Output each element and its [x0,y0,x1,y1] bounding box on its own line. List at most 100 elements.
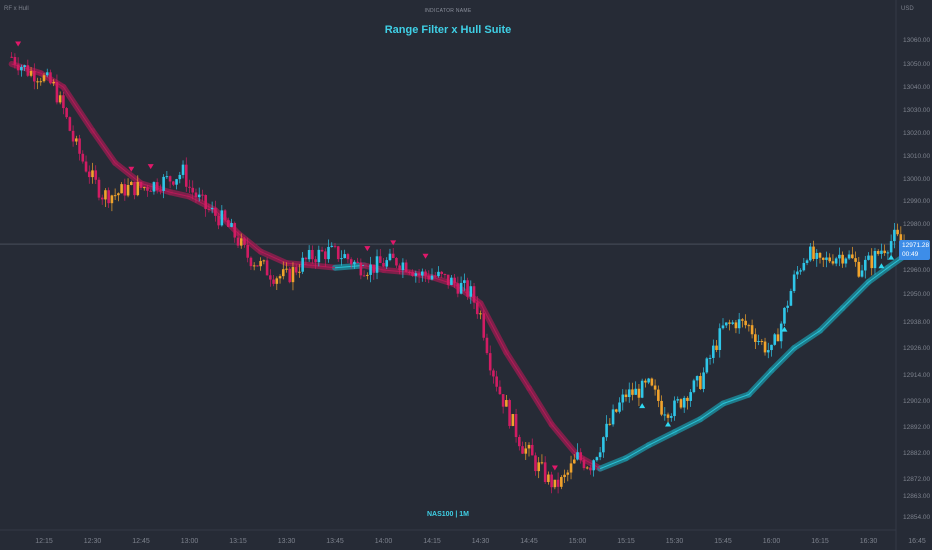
last-price-value: 12971.28 [902,242,930,249]
candle-body [227,220,230,227]
x-tick-label: 16:15 [811,538,829,545]
candle-body [605,423,608,438]
candle-body [796,271,799,275]
y-tick-label: 12902.00 [903,398,930,405]
candle-body [294,267,298,273]
x-tick-label: 12:30 [84,538,102,545]
candle-body [130,181,133,185]
range-filter-line [114,162,142,184]
candle-body [142,187,146,189]
candle-body [818,252,822,258]
candle-body [524,448,528,454]
indicator-caption: INDICATOR NAME [424,8,472,14]
candle-body [52,81,55,84]
x-tick-label: 15:45 [714,538,732,545]
candle-body [320,249,324,252]
range-filter-line [842,281,869,309]
candle-body [802,262,806,271]
sell-signal-marker [422,253,429,259]
x-tick-label: 14:45 [520,538,538,545]
candle-body [275,278,279,284]
candle-body [107,190,110,204]
sell-signal-marker [15,41,22,47]
candle-body [262,260,266,262]
range-filter-line [599,457,627,470]
candle-body [712,345,715,358]
candle-body [217,215,220,226]
candle-body [324,251,327,260]
candle-body [288,268,292,283]
candle-body [650,378,654,386]
candle-body [825,257,828,260]
candle-body [618,402,621,412]
candle-body [863,259,867,271]
candle-body [126,184,130,196]
candle-body [55,81,59,103]
candle-body [456,283,460,294]
candle-body [252,265,256,267]
y-tick-label: 12980.00 [903,221,930,228]
candle-body [16,64,20,71]
candle-body [317,249,321,263]
candle-body [307,250,311,260]
range-filter-line [383,269,410,273]
candle-body [569,463,573,473]
candle-body [210,207,214,210]
candle-body [886,252,890,254]
candle-body [81,153,85,162]
candle-body [26,65,30,76]
candle-body [430,275,434,280]
candle-body [669,416,673,418]
candle-body [828,257,831,262]
y-tick-label: 13040.00 [903,84,930,91]
candle-body [359,262,363,276]
candle-body [860,270,864,277]
candle-body [65,108,68,118]
candle-body [553,479,557,488]
candle-body [155,182,159,191]
candle-body [466,280,469,297]
x-tick-label: 14:15 [423,538,441,545]
candle-body [440,271,443,275]
candle-body [576,452,579,460]
candle-body [812,246,815,259]
candle-body [459,282,463,294]
candle-body [356,261,359,263]
last-price-tag: 12971.28 00:49 [899,240,930,260]
candle-body [627,389,631,398]
candle-body [162,176,165,191]
buy-signal-marker [888,254,895,260]
range-filter-line [528,387,553,425]
sell-signal-marker [364,246,371,252]
buy-signal-marker [639,403,646,409]
range-filter-line [625,444,649,459]
candle-body [770,344,773,351]
range-filter-line [648,431,675,446]
candle-body [220,210,224,226]
candle-body [188,186,191,188]
candle-body [537,462,540,472]
candle-body [592,460,595,471]
y-tick-label: 13060.00 [903,37,930,44]
candle-body [608,423,612,425]
candle-body [760,341,764,343]
candle-body [731,322,734,324]
candle-body [378,256,382,263]
candle-body [327,246,330,260]
candle-body [427,275,431,280]
candle-body [272,279,275,284]
sell-signal-marker [390,240,397,246]
candle-body [695,376,699,381]
candle-body [556,479,560,487]
candle-body [721,325,725,329]
candle-body [314,259,317,263]
candle-body [42,75,46,82]
candle-body [45,72,49,76]
candle-body [204,195,207,209]
y-tick-label: 12882.00 [903,450,930,457]
candle-body [391,253,395,259]
candle-body [492,370,495,377]
candle-body [49,72,52,84]
candle-body [644,380,647,383]
